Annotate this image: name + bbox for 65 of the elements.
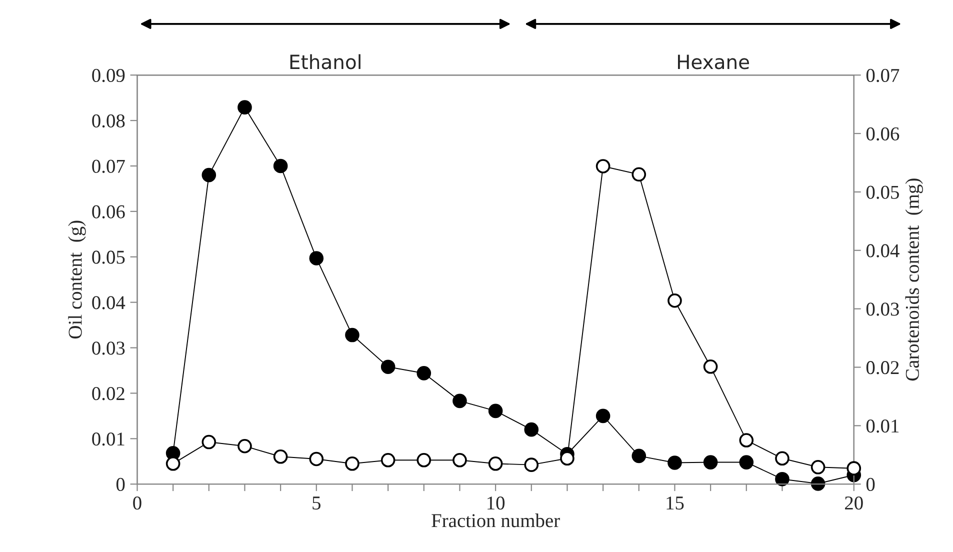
point xyxy=(524,458,539,472)
y-tick-label: 0.09 xyxy=(92,68,125,82)
point xyxy=(560,451,574,466)
y-tick-label: 0.07 xyxy=(92,160,125,173)
y-tick-label: 0.03 xyxy=(92,342,125,355)
y2-tick-label: 0.07 xyxy=(866,68,900,82)
point xyxy=(345,328,360,342)
y2-tick-label: 0.06 xyxy=(866,127,900,141)
y2-tick-label: 0.05 xyxy=(866,186,899,199)
point xyxy=(596,159,610,174)
y2-tick-label: 0.03 xyxy=(866,302,899,316)
point xyxy=(596,408,610,424)
text: Hexane xyxy=(678,54,750,70)
y-tick-label: 0.04 xyxy=(92,296,126,310)
point xyxy=(452,452,467,468)
point xyxy=(309,251,324,266)
x-tick-label: 0 xyxy=(133,496,142,510)
point xyxy=(238,100,252,114)
y2-axis-title: Carotenoids content (mg) xyxy=(905,178,923,381)
point xyxy=(703,455,718,470)
point xyxy=(632,448,646,464)
point xyxy=(202,434,216,450)
y-tick-label: 0.06 xyxy=(92,205,125,218)
point xyxy=(488,456,503,471)
x-tick-label: 10 xyxy=(488,496,505,510)
y2-tick-label: 0.01 xyxy=(866,419,899,433)
point xyxy=(668,293,682,308)
y2-tick-label: 0.04 xyxy=(866,244,900,258)
point xyxy=(416,452,432,468)
point xyxy=(452,394,467,408)
point xyxy=(273,449,288,464)
y-tick-label: 0 xyxy=(116,478,125,492)
point xyxy=(238,438,252,454)
point xyxy=(668,456,682,470)
point xyxy=(380,452,396,468)
x-axis-title: Fraction number xyxy=(432,514,560,528)
point xyxy=(345,456,360,471)
y-axis-title: Oil content (g) xyxy=(68,220,86,338)
y-tick-label: 0.02 xyxy=(92,387,124,400)
x-tick-label: 5 xyxy=(312,496,320,510)
text: Ethanol xyxy=(290,54,360,70)
point xyxy=(524,422,539,437)
x-tick-label: 15 xyxy=(666,496,684,510)
x-tick-label: 20 xyxy=(845,496,863,510)
y2-tick-label: 0 xyxy=(866,478,875,492)
point xyxy=(416,366,432,380)
point xyxy=(488,404,503,418)
point xyxy=(739,455,754,470)
point xyxy=(273,158,288,174)
point xyxy=(739,433,754,448)
point xyxy=(703,360,718,374)
y-tick-label: 0.01 xyxy=(92,432,124,446)
point xyxy=(380,360,396,374)
point xyxy=(309,452,324,466)
y-tick-label: 0.08 xyxy=(92,114,125,128)
y2-tick-label: 0.02 xyxy=(866,361,899,374)
point xyxy=(775,451,790,466)
point xyxy=(632,167,646,182)
point xyxy=(166,456,180,471)
point xyxy=(810,476,826,491)
point xyxy=(810,460,826,474)
y-tick-label: 0.05 xyxy=(92,250,125,264)
point xyxy=(202,168,216,182)
point xyxy=(846,461,862,476)
point xyxy=(775,472,790,486)
